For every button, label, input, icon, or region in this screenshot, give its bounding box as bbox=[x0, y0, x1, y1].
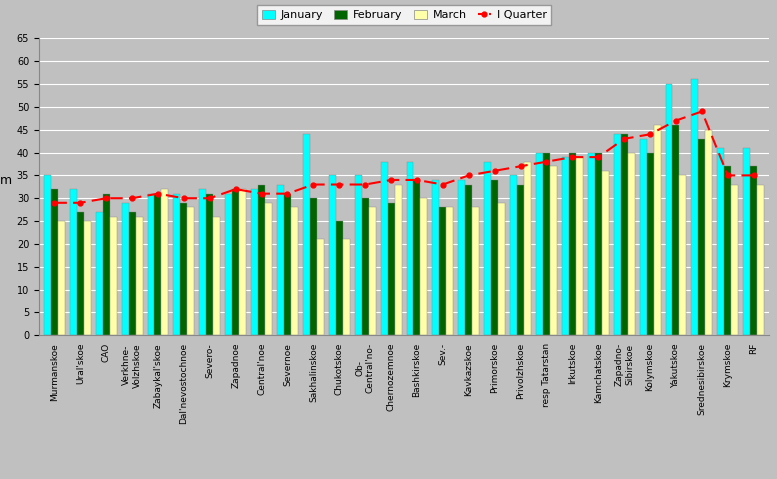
Bar bbox=[388, 203, 395, 335]
Bar bbox=[498, 203, 505, 335]
Bar bbox=[251, 189, 258, 335]
Bar bbox=[672, 125, 679, 335]
Bar bbox=[706, 130, 713, 335]
Bar bbox=[692, 80, 699, 335]
Bar bbox=[317, 240, 324, 335]
Bar bbox=[155, 194, 162, 335]
Bar bbox=[536, 152, 543, 335]
Bar bbox=[724, 166, 731, 335]
Bar bbox=[510, 175, 517, 335]
Bar bbox=[562, 157, 569, 335]
Bar bbox=[743, 148, 750, 335]
Bar bbox=[679, 175, 686, 335]
Bar bbox=[265, 203, 272, 335]
Bar bbox=[717, 148, 724, 335]
Bar bbox=[750, 166, 757, 335]
Bar bbox=[524, 162, 531, 335]
Bar bbox=[446, 207, 453, 335]
Bar bbox=[491, 180, 498, 335]
Bar bbox=[420, 198, 427, 335]
Bar bbox=[162, 189, 169, 335]
Bar bbox=[291, 207, 298, 335]
Bar bbox=[277, 184, 284, 335]
Bar bbox=[239, 189, 246, 335]
Bar bbox=[432, 180, 439, 335]
Bar bbox=[731, 184, 738, 335]
Bar bbox=[336, 221, 343, 335]
Bar bbox=[84, 221, 91, 335]
Bar bbox=[51, 189, 58, 335]
Bar bbox=[368, 207, 375, 335]
Bar bbox=[395, 184, 402, 335]
Bar bbox=[472, 207, 479, 335]
Bar bbox=[699, 139, 706, 335]
Bar bbox=[543, 152, 550, 335]
Bar bbox=[199, 189, 206, 335]
Bar bbox=[135, 217, 142, 335]
Bar bbox=[484, 162, 491, 335]
Bar bbox=[354, 175, 361, 335]
Bar bbox=[621, 134, 628, 335]
Bar bbox=[310, 198, 317, 335]
Bar bbox=[439, 207, 446, 335]
Bar bbox=[44, 175, 51, 335]
Bar bbox=[517, 184, 524, 335]
Bar bbox=[614, 134, 621, 335]
Bar bbox=[213, 217, 221, 335]
Bar bbox=[361, 198, 368, 335]
Bar bbox=[594, 152, 601, 335]
Bar bbox=[148, 194, 155, 335]
Bar bbox=[70, 189, 77, 335]
Bar bbox=[225, 194, 232, 335]
Bar bbox=[110, 217, 117, 335]
Bar bbox=[413, 180, 420, 335]
Bar bbox=[639, 139, 646, 335]
Bar bbox=[665, 84, 672, 335]
Bar bbox=[180, 203, 187, 335]
Bar bbox=[77, 212, 84, 335]
Bar bbox=[173, 194, 180, 335]
Bar bbox=[303, 134, 310, 335]
Legend: January, February, March, I Quarter: January, February, March, I Quarter bbox=[257, 5, 551, 24]
Bar bbox=[121, 203, 128, 335]
Bar bbox=[381, 162, 388, 335]
Bar bbox=[103, 194, 110, 335]
Bar bbox=[329, 175, 336, 335]
Bar bbox=[258, 184, 265, 335]
Bar bbox=[601, 171, 608, 335]
Bar bbox=[646, 152, 653, 335]
Bar bbox=[576, 157, 583, 335]
Bar bbox=[232, 189, 239, 335]
Y-axis label: m: m bbox=[0, 174, 12, 187]
Bar bbox=[465, 184, 472, 335]
Bar bbox=[187, 207, 194, 335]
Bar bbox=[57, 221, 64, 335]
Bar bbox=[569, 152, 576, 335]
Bar bbox=[458, 180, 465, 335]
Bar bbox=[550, 166, 557, 335]
Bar bbox=[653, 125, 660, 335]
Bar bbox=[343, 240, 350, 335]
Bar bbox=[129, 212, 135, 335]
Bar bbox=[206, 194, 213, 335]
Bar bbox=[757, 184, 764, 335]
Bar bbox=[406, 162, 413, 335]
Bar bbox=[587, 152, 594, 335]
Bar bbox=[628, 152, 635, 335]
Bar bbox=[284, 194, 291, 335]
Bar bbox=[96, 212, 103, 335]
